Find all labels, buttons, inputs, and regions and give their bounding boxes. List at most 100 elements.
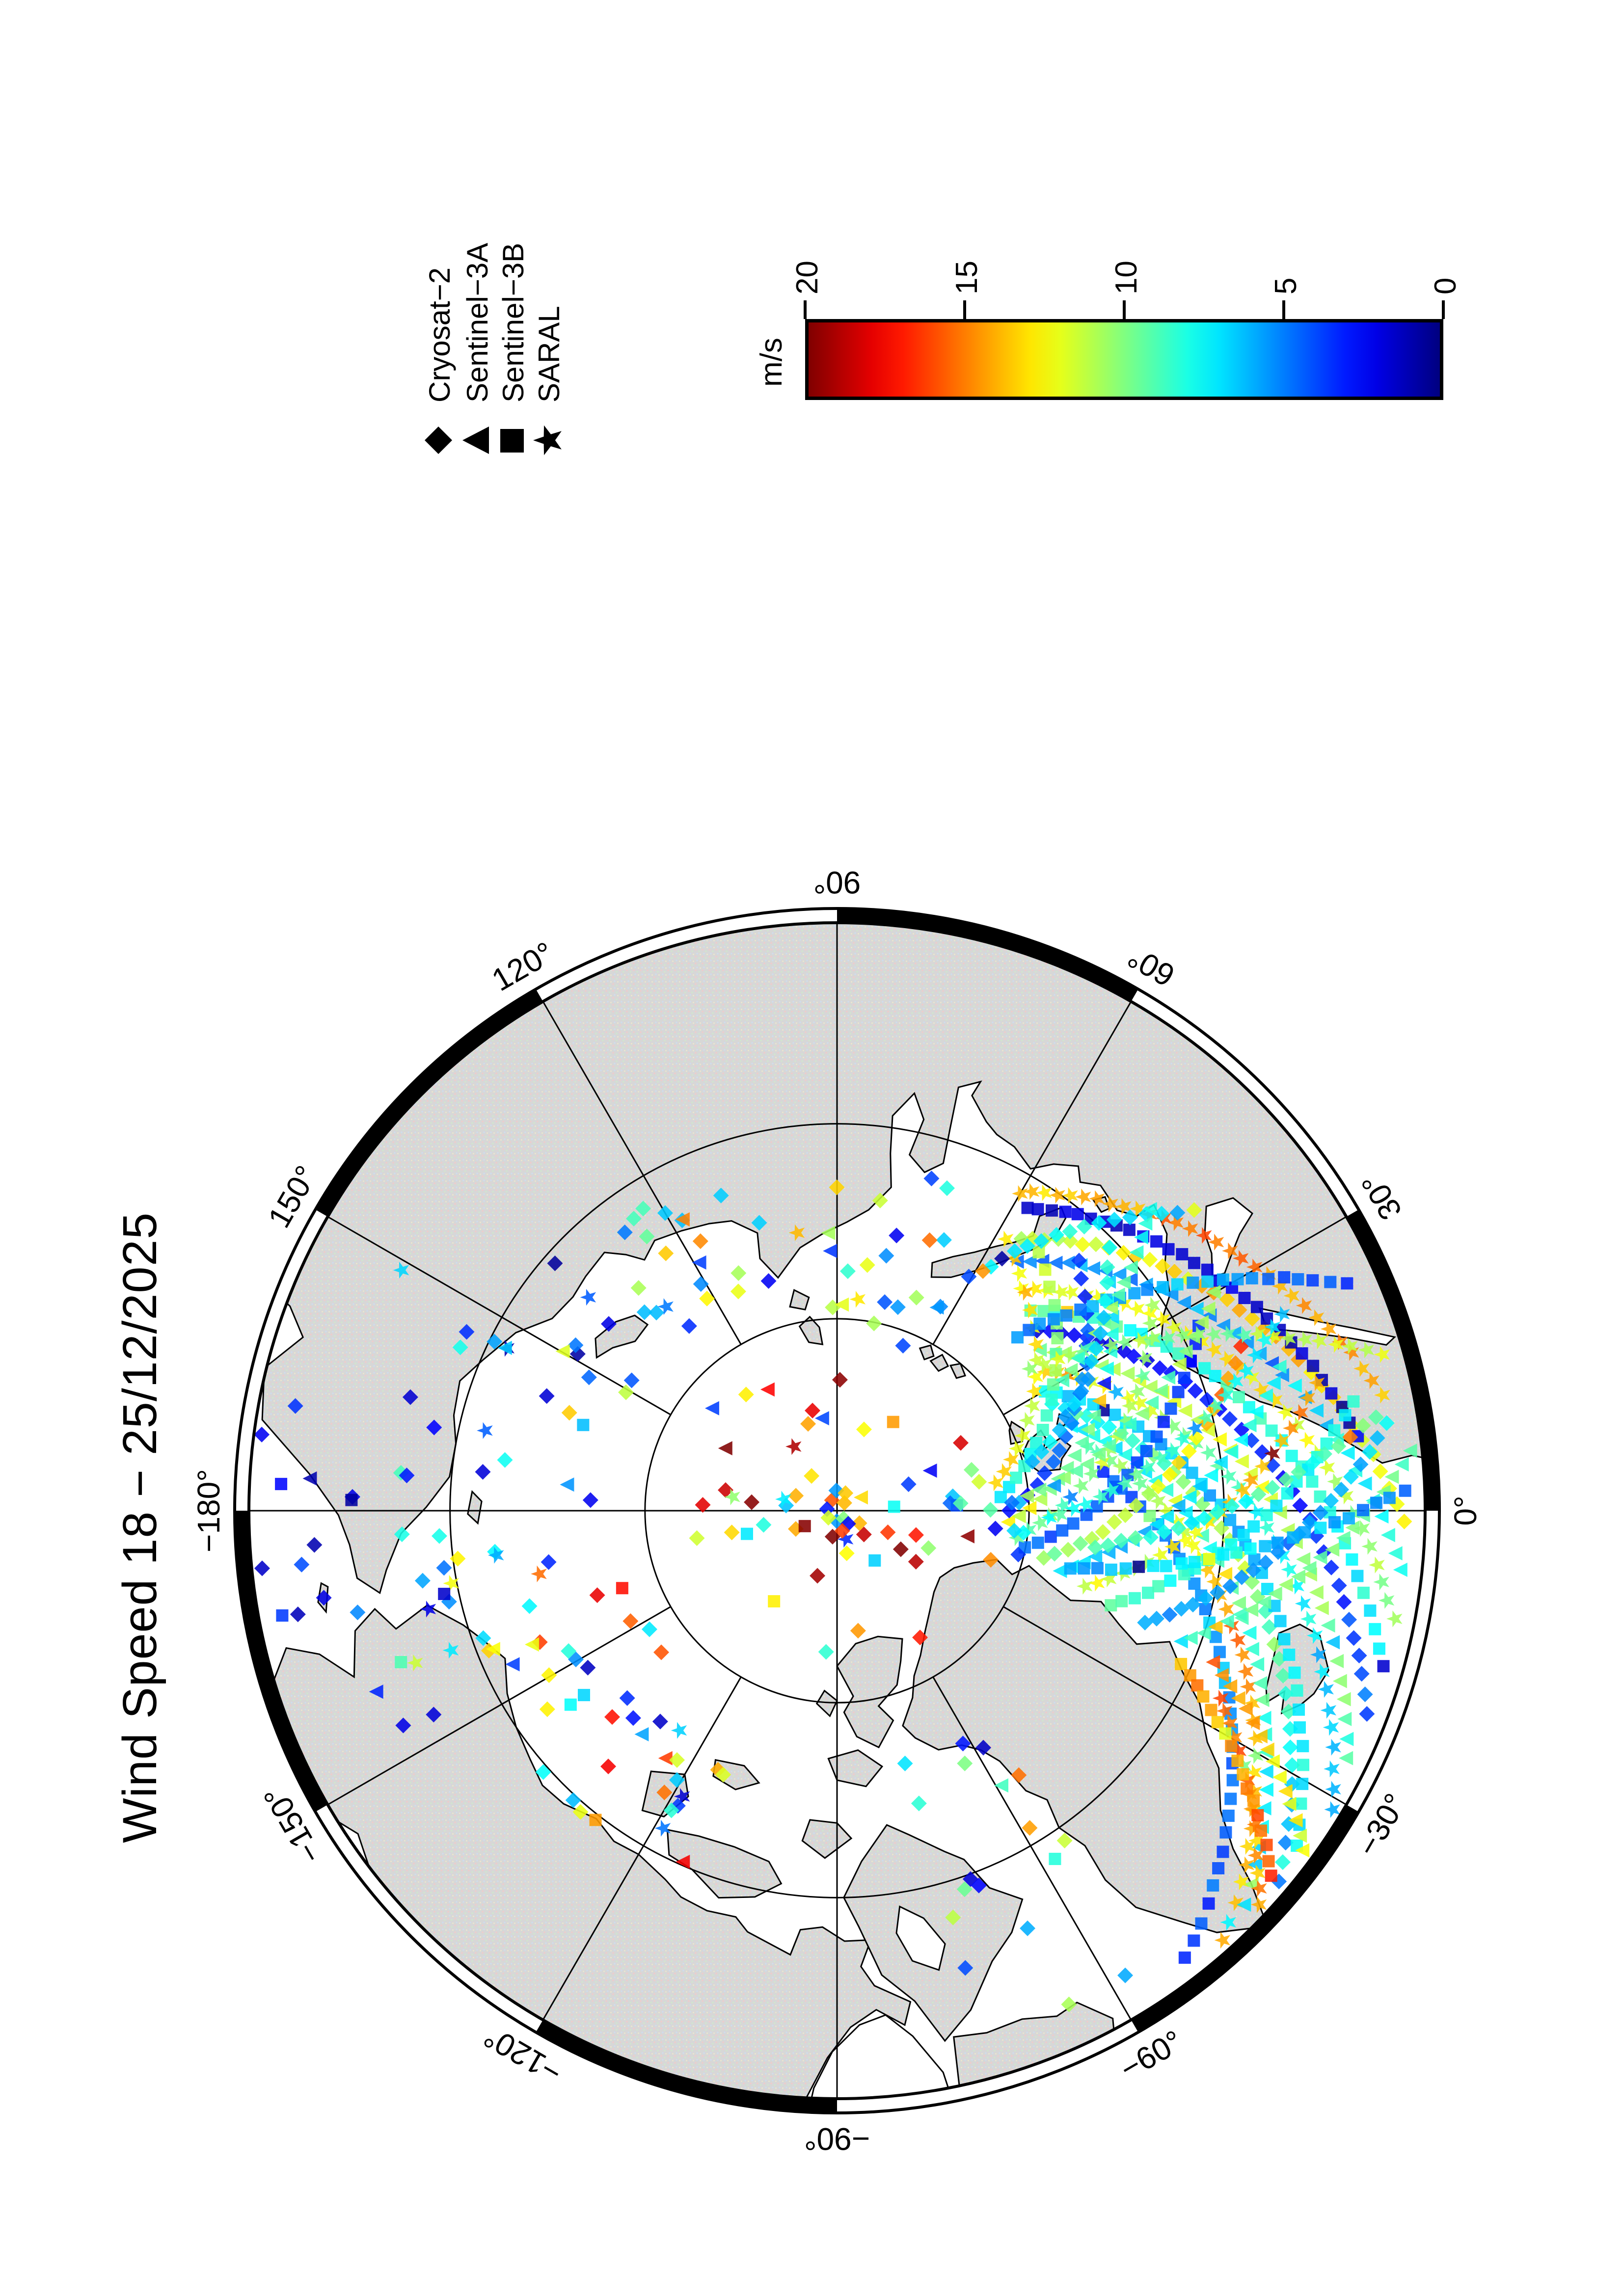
data-point-cs2	[1095, 1524, 1111, 1540]
data-point-saral	[1023, 1183, 1040, 1200]
data-point-s3a	[1160, 1509, 1174, 1524]
data-point-saral	[1005, 1250, 1022, 1267]
data-point-saral	[1028, 1351, 1044, 1369]
data-point-cs2	[1284, 1757, 1300, 1773]
data-point-cs2	[1052, 1442, 1068, 1459]
data-point-saral	[1337, 1488, 1354, 1505]
data-point-saral	[1187, 1523, 1204, 1541]
data-point-saral	[1061, 1347, 1078, 1364]
data-point-s3b	[1250, 1301, 1263, 1313]
data-point-cs2	[1238, 1494, 1254, 1510]
data-point-s3a	[1138, 1216, 1153, 1231]
data-point-s3a	[929, 1300, 944, 1315]
data-point-s3b	[1342, 1512, 1355, 1524]
graticule-label--90: −90°	[804, 2121, 870, 2157]
data-point-cs2	[452, 1339, 468, 1356]
data-point-s3a	[1097, 1376, 1111, 1390]
coastline-wrangel	[467, 1490, 483, 1525]
data-point-saral	[1221, 1715, 1238, 1732]
data-point-cs2	[1075, 1236, 1091, 1253]
data-point-saral	[1176, 1523, 1192, 1541]
data-point-s3a	[1247, 1857, 1262, 1872]
data-point-s3a	[1011, 1509, 1026, 1523]
data-point-s3a	[1302, 1561, 1317, 1575]
data-point-s3b	[1147, 1559, 1160, 1572]
data-point-saral	[998, 1230, 1014, 1248]
data-point-saral	[1271, 1278, 1288, 1295]
data-point-s3b	[577, 1418, 590, 1431]
data-point-s3a	[1314, 1601, 1329, 1615]
data-point-s3a	[1291, 1569, 1306, 1584]
data-point-cs2	[760, 1273, 777, 1289]
data-point-s3a	[1257, 1710, 1271, 1725]
data-point-cs2	[561, 1643, 577, 1659]
data-point-s3b	[888, 1500, 900, 1513]
data-point-saral	[1208, 1233, 1224, 1251]
data-point-cs2	[1210, 1584, 1226, 1601]
data-point-cs2	[1173, 1601, 1190, 1617]
legend-label-sentinel3a: Sentinel−3A	[461, 242, 494, 402]
data-point-saral	[1154, 1310, 1170, 1328]
data-point-cs2	[475, 1464, 491, 1480]
data-point-cs2	[1224, 1498, 1240, 1514]
data-point-cs2	[1278, 1471, 1294, 1488]
data-point-s3b	[1328, 1516, 1341, 1529]
data-point-cs2	[751, 1215, 767, 1231]
data-point-saral	[1187, 1420, 1203, 1437]
data-point-s3b	[1031, 1203, 1044, 1216]
data-point-saral	[1373, 1574, 1389, 1591]
data-point-cs2	[856, 1421, 872, 1438]
data-point-cs2	[1277, 1835, 1294, 1851]
data-point-s3b	[1048, 1299, 1061, 1311]
data-point-s3b	[1351, 1570, 1364, 1582]
data-point-cs2	[653, 1644, 670, 1660]
data-point-cs2	[730, 1265, 747, 1281]
graticule-layer	[249, 923, 1425, 2099]
data-point-cs2	[431, 1528, 447, 1544]
data-point-cs2	[539, 1701, 555, 1717]
data-point-s3b	[1296, 1778, 1309, 1790]
data-point-cs2	[1062, 1233, 1079, 1249]
data-point-s3a	[1189, 1302, 1204, 1316]
data-point-s3a	[1259, 1764, 1273, 1779]
data-point-s3b	[1271, 1536, 1284, 1549]
data-point-cs2	[1274, 1854, 1291, 1870]
data-point-cs2	[1036, 1465, 1053, 1481]
data-point-cs2	[838, 1485, 854, 1501]
data-point-cs2	[695, 1497, 711, 1513]
data-point-saral	[1363, 1372, 1380, 1389]
data-point-cs2	[890, 1299, 906, 1315]
data-point-cs2	[911, 1795, 927, 1812]
data-point-s3b	[1222, 1810, 1235, 1822]
data-point-s3b	[616, 1582, 628, 1595]
colorbar-ticklabel-20: 20	[790, 261, 824, 294]
data-point-saral	[1062, 1489, 1079, 1506]
coastline-axel	[815, 1689, 838, 1717]
data-point-s3b	[1260, 1839, 1273, 1851]
data-point-cs2	[1047, 1546, 1063, 1562]
data-point-saral	[1282, 1419, 1299, 1437]
data-point-saral	[1176, 1426, 1193, 1444]
data-point-s3a	[1227, 1326, 1242, 1340]
data-point-s3a	[1282, 1796, 1297, 1811]
data-point-cs2	[971, 1473, 987, 1490]
data-point-s3b	[1274, 1615, 1287, 1628]
data-point-cs2	[689, 1530, 705, 1546]
data-point-cs2	[565, 1792, 581, 1808]
data-point-s3b	[1399, 1484, 1411, 1497]
data-point-s3a	[1135, 1406, 1149, 1421]
data-point-cs2	[1116, 1343, 1132, 1359]
data-point-s3b	[395, 1656, 407, 1669]
data-point-s3a	[1186, 1330, 1200, 1344]
data-point-s3a	[1086, 1409, 1101, 1423]
data-point-saral	[1296, 1331, 1313, 1348]
data-point-s3b	[1128, 1592, 1141, 1604]
coastline-svalbard_ne	[1008, 1420, 1025, 1445]
data-point-cs2	[975, 1263, 991, 1279]
data-point-cs2	[1061, 1996, 1077, 2012]
data-point-s3b	[1254, 1824, 1267, 1837]
data-point-s3a	[1118, 1447, 1133, 1462]
data-point-s3b	[1080, 1508, 1093, 1521]
data-point-saral	[1247, 1730, 1263, 1747]
data-point-cs2	[402, 1389, 418, 1405]
